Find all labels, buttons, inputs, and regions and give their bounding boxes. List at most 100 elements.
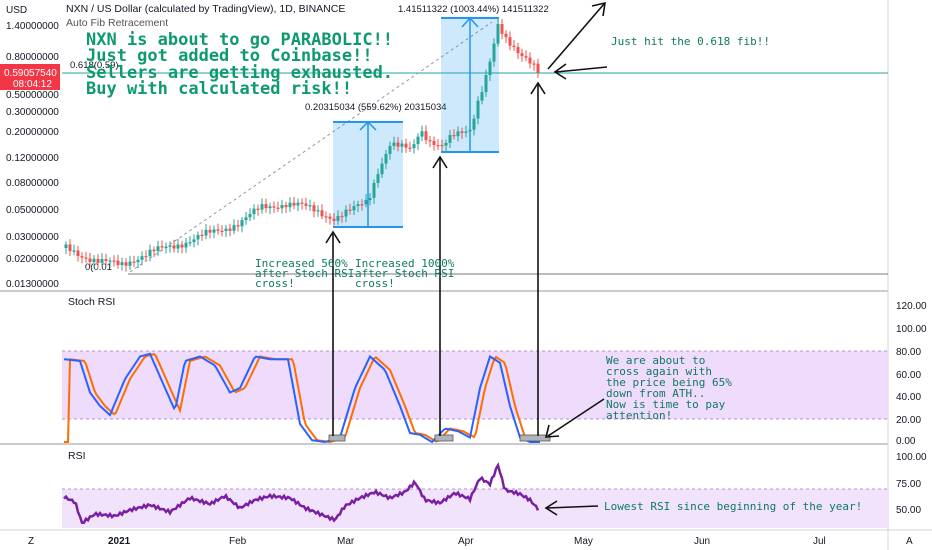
candle (96, 258, 100, 263)
candle (328, 216, 332, 219)
stoch-tick: 80.00 (896, 347, 921, 358)
candle (324, 216, 328, 218)
headline-line-2: Just got added to Coinbase!! (86, 46, 373, 66)
increase-560-line-3: cross! (255, 277, 295, 290)
candle (276, 207, 280, 209)
candle (332, 218, 336, 221)
candle (440, 145, 444, 147)
price-tick: 0.30000000 (6, 107, 59, 118)
cross-note-line-4: down from ATH.. (606, 387, 705, 400)
time-tick: Feb (229, 536, 247, 547)
candle (480, 92, 484, 101)
candle (532, 63, 536, 65)
candle (400, 143, 404, 147)
stoch-axis[interactable]: 120.00 100.00 80.00 60.00 40.00 20.00 0.… (896, 301, 927, 447)
candle (464, 131, 468, 133)
rsi-tick: 50.00 (896, 505, 921, 516)
stoch-band (62, 351, 888, 419)
candle (348, 209, 352, 211)
stoch-tick: 100.00 (896, 324, 927, 335)
candle (272, 206, 276, 208)
candle (508, 37, 512, 46)
candle (288, 202, 292, 208)
candle (92, 258, 96, 262)
candle (376, 174, 380, 183)
currency-label: USD (6, 5, 27, 16)
candle (384, 153, 388, 164)
auto-scale-icon[interactable]: A (906, 536, 913, 547)
candle (488, 61, 492, 76)
headline-line-1: NXN is about to go PARABOLIC!! (86, 30, 393, 50)
time-axis[interactable]: 2021 Feb Mar Apr May Jun Jul (108, 536, 826, 547)
cross-note-line-5: Now is time to pay (606, 398, 726, 411)
price-axis[interactable]: 1.40000000 0.80000000 0.50000000 0.30000… (6, 21, 59, 290)
candle (408, 147, 412, 149)
timezone-icon[interactable]: Z (28, 536, 34, 547)
candle (316, 210, 320, 212)
candle (284, 204, 288, 208)
time-tick: May (574, 536, 593, 547)
candle (152, 249, 156, 252)
stoch-pane-label[interactable]: Stoch RSI (68, 296, 115, 308)
candle (120, 262, 124, 265)
candle (472, 118, 476, 130)
candle (112, 260, 116, 262)
time-tick: Mar (337, 536, 355, 547)
increase-1000-line-2: after Stoch RSI (355, 267, 454, 280)
headline-line-3: Sellers are getting exhausted. (86, 63, 393, 83)
candle (136, 259, 140, 263)
candle (396, 142, 400, 147)
candle (388, 145, 392, 154)
rsi-note: Lowest RSI since beginning of the year! (604, 500, 862, 513)
candle (296, 202, 300, 206)
candle (360, 204, 364, 206)
candle (444, 142, 448, 146)
headline-line-4: Buy with calculated risk!! (86, 79, 352, 99)
stoch-k-line (63, 352, 540, 444)
fib-hit-note: Just hit the 0.618 fib!! (611, 35, 770, 48)
current-price: 0.59057540 (4, 68, 57, 79)
candle (280, 204, 284, 209)
headline-annotation: NXN is about to go PARABOLIC!! Just got … (86, 30, 393, 99)
current-price-badge[interactable] (0, 64, 60, 90)
candle (456, 131, 460, 137)
price-candles[interactable] (64, 18, 540, 272)
price-tick: 0.12000000 (6, 153, 59, 164)
candle (496, 24, 500, 44)
candle (256, 208, 260, 210)
rsi-axis[interactable]: 100.00 75.00 50.00 (896, 452, 927, 516)
candle (252, 208, 256, 215)
cross-note-line-2: cross again with (606, 365, 712, 378)
candle (204, 229, 208, 236)
candle (84, 257, 88, 259)
candle (164, 246, 168, 248)
candle (144, 256, 148, 258)
candle (180, 244, 184, 248)
price-tick: 0.05000000 (6, 205, 59, 216)
candle (264, 204, 268, 209)
increase-560-note: Increased 560% after Stoch RSI cross! (255, 257, 354, 290)
bar-countdown: 08:04:12 (13, 79, 52, 90)
candle (428, 140, 432, 142)
candle (460, 131, 464, 133)
rsi-pane-label[interactable]: RSI (68, 450, 86, 462)
cross-note-line-6: attention! (606, 409, 672, 422)
candle (436, 145, 440, 147)
stoch-tick: 20.00 (896, 415, 921, 426)
candle (312, 205, 316, 212)
candle (424, 131, 428, 141)
fib-indicator-label[interactable]: Auto Fib Retracement (66, 17, 168, 29)
candle (352, 206, 356, 211)
candle (372, 182, 376, 198)
price-tick: 0.80000000 (6, 52, 59, 63)
rsi-series (63, 462, 540, 524)
stoch-tick: 40.00 (896, 392, 921, 403)
time-tick: Jul (813, 536, 826, 547)
candle (124, 262, 128, 266)
symbol-title[interactable]: NXN / US Dollar (calculated by TradingVi… (66, 3, 345, 15)
candle (212, 229, 216, 233)
measure-box-1-label: 0.20315034 (559.62%) 20315034 (305, 102, 447, 113)
candle (308, 205, 312, 207)
